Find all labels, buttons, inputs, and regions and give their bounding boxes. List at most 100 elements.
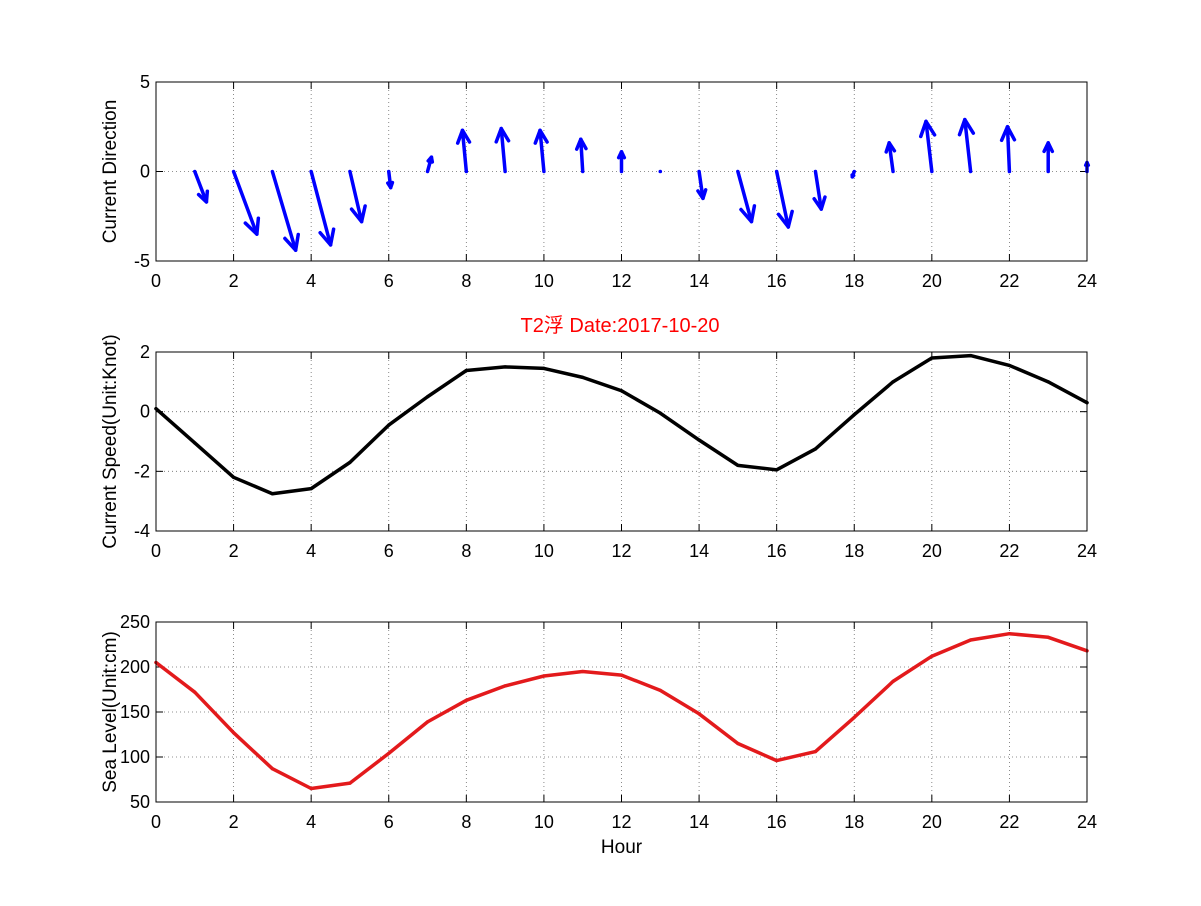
x-tick-label: 18 — [844, 812, 864, 832]
sealevel-y-axis-label: Sea Level(Unit:cm) — [100, 631, 121, 793]
direction-arrow-0 — [193, 169, 210, 204]
direction-arrow-shaft — [193, 169, 209, 204]
direction-arrow-head — [884, 141, 897, 154]
direction-arrow-4 — [348, 169, 367, 224]
sealevel-data-point — [464, 698, 468, 702]
x-tick-label: 22 — [999, 812, 1019, 832]
speed-data-point — [775, 468, 779, 472]
direction-arrow-shaft — [499, 126, 507, 174]
x-tick-label: 22 — [999, 541, 1019, 561]
sealevel-data-point — [1046, 635, 1050, 639]
direction-arrow-head — [349, 204, 367, 224]
sealevel-data-point — [231, 731, 236, 735]
direction-arrow-2 — [270, 169, 300, 253]
speed-data-point — [697, 438, 701, 442]
y-tick-label: -5 — [134, 251, 150, 271]
x-tick-label: 12 — [611, 271, 631, 291]
direction-axes-frame — [155, 81, 1088, 262]
direction-arrow-22 — [1042, 141, 1055, 174]
direction-arrow-8 — [494, 126, 511, 174]
sealevel-data-point — [969, 638, 973, 642]
x-tick-label: 2 — [229, 271, 239, 291]
direction-arrow-dot — [658, 169, 663, 174]
figure-title: T2浮 Date:2017-10-20 — [520, 314, 719, 337]
direction-arrow-shaft — [697, 169, 705, 201]
sealevel-data-point — [193, 690, 197, 694]
speed-data-point — [387, 423, 391, 427]
direction-arrow-17 — [850, 169, 856, 179]
x-tick-label: 12 — [611, 812, 631, 832]
speed-data-point — [1046, 380, 1050, 384]
y-tick-label: 200 — [120, 657, 150, 677]
x-tick-label: 14 — [689, 541, 709, 561]
sealevel-data-point — [270, 767, 274, 771]
x-tick-label: 10 — [534, 271, 554, 291]
direction-arrow-head — [283, 232, 300, 253]
direction-arrow-head — [739, 204, 757, 224]
x-tick-label: 20 — [922, 541, 942, 561]
direction-arrow-shaft — [270, 169, 298, 253]
x-tick-label: 20 — [922, 812, 942, 832]
x-tick-label: 6 — [384, 812, 394, 832]
speed-data-point — [581, 375, 585, 379]
sealevel-data-point — [697, 712, 701, 716]
direction-arrow-head — [494, 126, 511, 144]
x-tick-label: 18 — [844, 541, 864, 561]
x-tick-label: 4 — [306, 541, 316, 561]
sealevel-data-point — [348, 781, 352, 785]
direction-arrow-10 — [574, 137, 588, 174]
direction-arrow-shaft — [924, 119, 934, 174]
sealevel-axes-frame — [155, 621, 1088, 803]
x-tick-label: 12 — [611, 541, 631, 561]
direction-arrow-20 — [957, 117, 976, 174]
direction-arrow-head — [999, 125, 1017, 143]
speed-data-point — [930, 356, 934, 360]
x-tick-label: 8 — [461, 812, 471, 832]
x-tick-label: 8 — [461, 271, 471, 291]
direction-arrow-head — [919, 119, 937, 139]
speed-data-point — [309, 487, 313, 491]
sealevel-data-point — [1007, 632, 1012, 636]
y-tick-label: 5 — [140, 72, 150, 92]
direction-arrow-shaft — [309, 169, 333, 247]
speed-data-point — [852, 413, 856, 417]
sealevel-data-point — [503, 684, 507, 688]
direction-arrow-shaft — [460, 128, 469, 174]
x-tick-label: 14 — [689, 271, 709, 291]
direction-arrow-head — [1042, 141, 1055, 154]
speed-data-point — [969, 353, 973, 358]
direction-arrow-shaft — [963, 117, 973, 174]
direction-arrow-shaft — [736, 169, 754, 224]
direction-arrow-14 — [736, 169, 757, 224]
speed-y-axis-label: Current Speed(Unit:Knot) — [100, 334, 121, 548]
sealevel-data-point — [930, 654, 934, 658]
direction-arrow-head — [426, 155, 435, 164]
speed-data-point — [270, 492, 274, 496]
direction-arrow-head — [957, 117, 976, 137]
direction-arrow-6 — [425, 155, 435, 174]
x-tick-label: 6 — [384, 271, 394, 291]
sealevel-x-axis-label: Hour — [601, 837, 643, 858]
direction-arrow-18 — [884, 141, 897, 174]
direction-arrow-11 — [616, 150, 627, 174]
x-tick-label: 24 — [1077, 812, 1097, 832]
x-tick-label: 4 — [306, 812, 316, 832]
speed-data-point — [503, 365, 507, 369]
y-tick-label: -4 — [134, 521, 150, 541]
sealevel-series-line-0 — [154, 631, 1089, 791]
x-tick-label: 16 — [767, 812, 787, 832]
sealevel-data-point — [891, 679, 895, 684]
sealevel-data-point — [309, 786, 313, 791]
x-tick-label: 6 — [384, 541, 394, 561]
direction-arrow-head — [196, 189, 210, 204]
y-tick-label: 100 — [120, 747, 150, 767]
speed-data-point — [813, 447, 818, 451]
y-tick-label: 50 — [130, 792, 150, 812]
direction-arrow-12 — [658, 169, 663, 174]
direction-arrow-head — [318, 227, 336, 247]
direction-arrow-head — [533, 128, 549, 145]
speed-data-point — [464, 368, 468, 373]
direction-y-axis-label: Current Direction — [100, 100, 121, 244]
y-tick-label: 250 — [120, 612, 150, 632]
speed-data-point — [658, 411, 662, 415]
